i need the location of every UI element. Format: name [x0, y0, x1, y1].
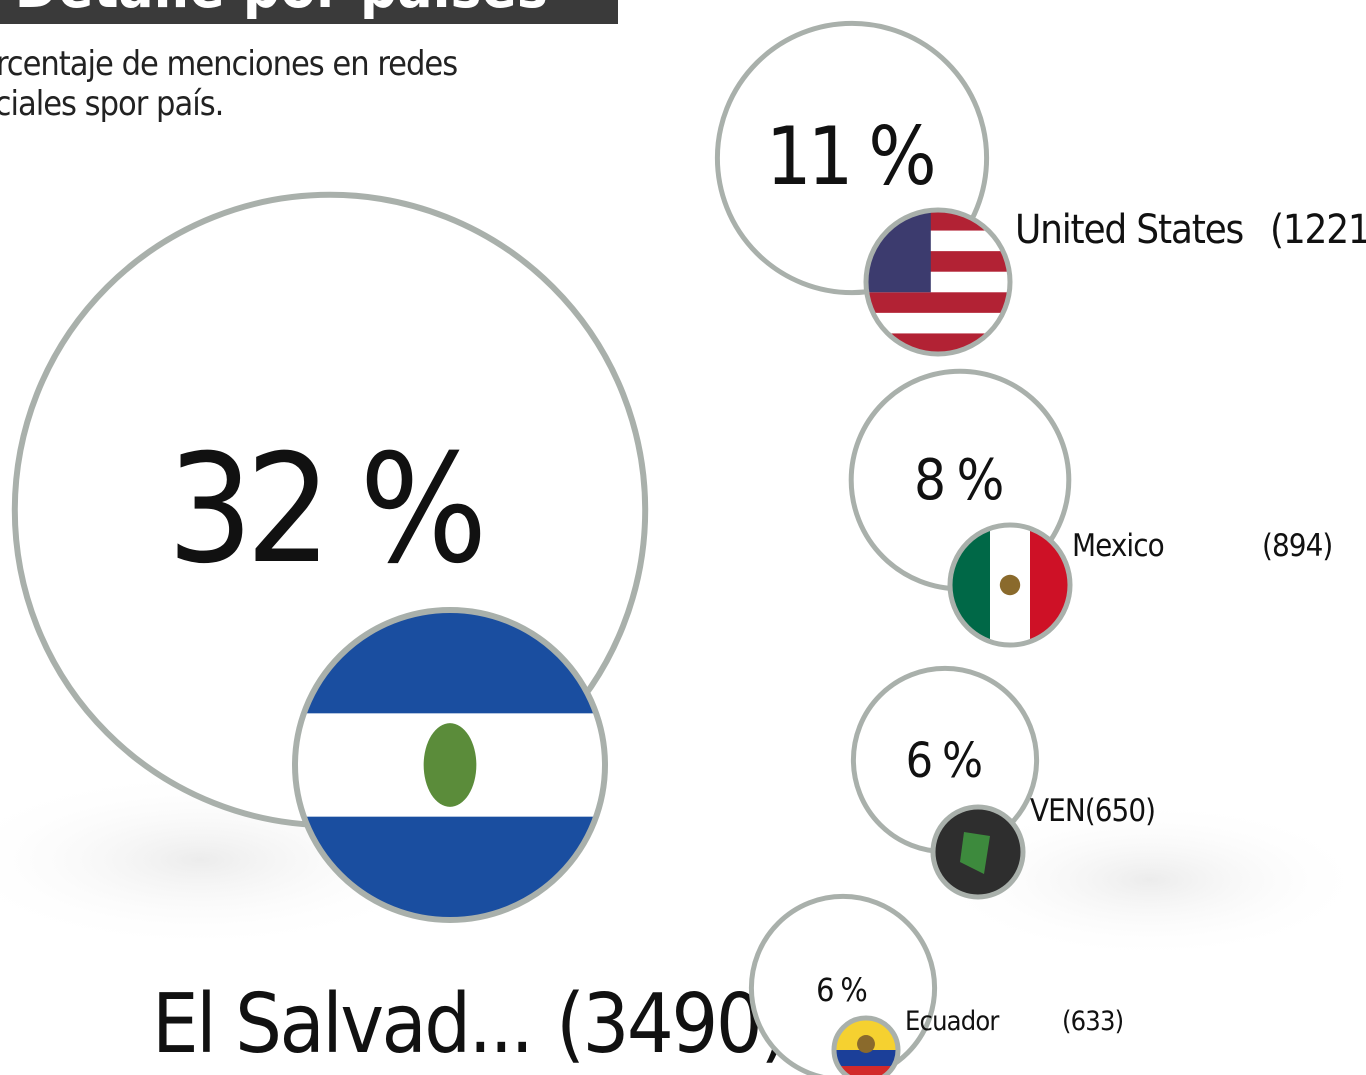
flag-border [930, 804, 1026, 900]
flag [295, 610, 605, 920]
flag [950, 525, 1070, 645]
value-label: 6 % [906, 733, 981, 789]
value-label: 32 % [167, 423, 480, 597]
country-name: United States [1015, 207, 1243, 253]
flag-emblem [423, 723, 477, 807]
country-count: (650) [1085, 793, 1155, 829]
country-count: (894) [1262, 528, 1332, 564]
chart-subtitle: Porcentaje de menciones en redes sociale… [0, 44, 458, 124]
country-label: Ecuador (633) [905, 1006, 1123, 1037]
value-label: 6 % [816, 971, 866, 1009]
country-name: El Salvad... [152, 977, 532, 1072]
country-name: Ecuador [905, 1006, 999, 1037]
value-label: 11 % [766, 110, 933, 203]
flag-map [960, 832, 990, 874]
flag-emblem [999, 574, 1021, 596]
flag-stripe [834, 1066, 898, 1075]
country-label: Mexico (894) [1072, 528, 1332, 564]
flag [933, 807, 1023, 897]
country-name: Mexico [1072, 528, 1164, 564]
country-count: (1221) [1270, 207, 1366, 253]
country-label: El Salvad... (3490) [152, 977, 787, 1072]
flag-border [947, 522, 1073, 648]
flag-stripe [866, 312, 1010, 335]
country-count: (633) [1062, 1006, 1123, 1037]
country-name: VEN [1030, 793, 1085, 829]
chart-title: Detalle por países [0, 0, 618, 24]
country-label: United States (1221) [1015, 207, 1366, 253]
country-label: VEN(650) [1030, 793, 1155, 829]
flag-border [831, 1015, 901, 1075]
background-shade [930, 800, 1366, 960]
flag-stripe [866, 292, 1010, 314]
value-label: 8 % [914, 448, 1002, 513]
flag-border [863, 207, 1013, 357]
flag-emblem [857, 1035, 875, 1053]
flag-stripe [834, 1050, 898, 1067]
flag-border [292, 607, 608, 923]
